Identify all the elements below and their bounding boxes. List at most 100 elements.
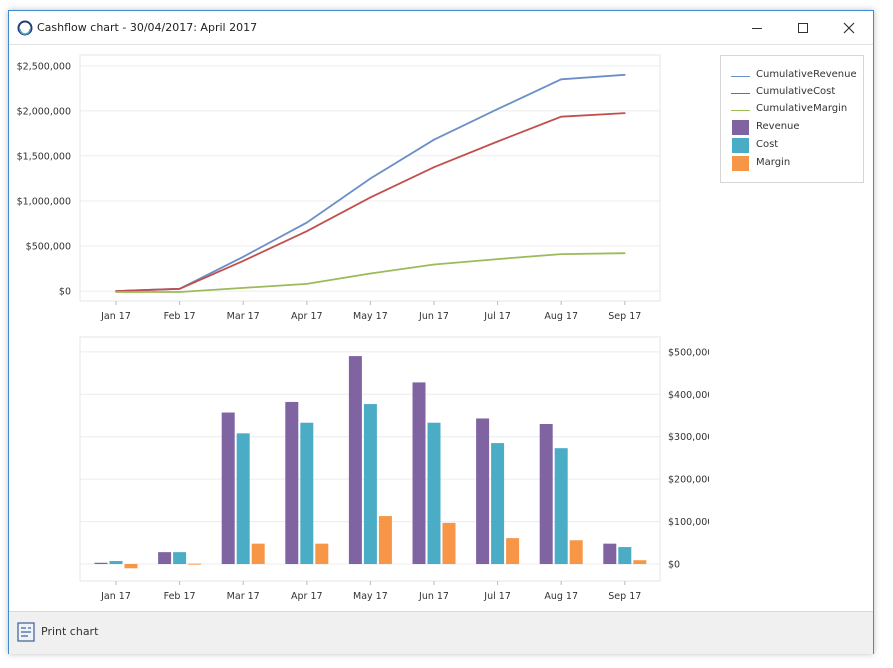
y-tick-label: $300,000 — [668, 432, 709, 443]
data-point-CumulativeRevenue — [369, 177, 372, 180]
data-point-CumulativeCost — [369, 196, 372, 199]
title-bar[interactable]: Cashflow chart - 30/04/2017: April 2017 — [9, 11, 873, 45]
chart-area: $0 $500,000 $1,000,000 $1,500,000 $2,000,000… — [9, 45, 873, 611]
data-point-CumulativeRevenue — [242, 256, 244, 258]
bar-Revenue — [603, 543, 617, 565]
legend-label: CumulativeRevenue — [756, 69, 857, 80]
bar-Revenue — [94, 562, 108, 565]
minimize-icon — [752, 28, 762, 29]
bar-Margin — [378, 516, 392, 565]
bar-Cost — [173, 552, 187, 565]
legend-item-cumulative-cost[interactable]: CumulativeCost — [731, 85, 861, 101]
chart-window: Cashflow chart - 30/04/2017: April 2017 … — [8, 10, 874, 654]
x-tick-label: Jan 17 — [100, 311, 131, 322]
status-bar: Print chart — [9, 611, 873, 654]
x-tick-label: Jul 17 — [483, 591, 511, 602]
data-point-CumulativeCost — [624, 112, 626, 114]
app-logo-icon — [17, 20, 33, 36]
y-tick-label: $1,000,000 — [17, 196, 71, 207]
data-point-CumulativeRevenue — [306, 221, 308, 224]
legend-item-cumulative-revenue[interactable]: CumulativeRevenue — [731, 68, 861, 84]
chart-legend: CumulativeRevenue CumulativeCost Cumulat… — [720, 55, 864, 183]
x-tick-label: Apr 17 — [291, 591, 323, 602]
bar-Cost — [554, 448, 568, 565]
bar-Margin — [124, 564, 138, 569]
bar-Cost — [300, 422, 314, 565]
bar-Cost — [491, 443, 505, 565]
legend-label: Cost — [756, 139, 779, 150]
x-tick-label: Sep 17 — [608, 591, 641, 602]
legend-item-revenue[interactable]: Revenue — [731, 120, 861, 136]
legend-label: CumulativeCost — [756, 86, 836, 97]
monthly-bar-chart: $0 $100,000 $200,000 $300,000 $400,000 $500,0… — [79, 336, 709, 602]
bar-Cost — [109, 561, 123, 565]
data-point-CumulativeMargin — [178, 291, 181, 293]
legend-swatch — [731, 76, 750, 77]
data-point-CumulativeCost — [433, 166, 435, 168]
minimize-button[interactable] — [735, 15, 779, 41]
data-point-CumulativeRevenue — [433, 138, 435, 141]
x-tick-label: Aug 17 — [544, 591, 578, 602]
bar-Margin — [315, 543, 329, 565]
legend-label: Revenue — [756, 121, 800, 132]
y-tick-label: $200,000 — [668, 475, 709, 486]
bar-Margin — [506, 538, 520, 565]
print-report-icon — [17, 622, 35, 642]
data-point-CumulativeMargin — [624, 252, 626, 255]
window-title: Cashflow chart - 30/04/2017: April 2017 — [37, 21, 258, 34]
legend-item-cumulative-margin[interactable]: CumulativeMargin — [731, 102, 861, 118]
x-tick-label: Mar 17 — [227, 591, 260, 602]
y-tick-label: $1,500,000 — [17, 151, 71, 162]
legend-swatch — [732, 138, 749, 153]
x-tick-label: Feb 17 — [164, 311, 196, 322]
data-point-CumulativeMargin — [306, 283, 308, 285]
bar-Revenue — [412, 382, 426, 565]
bar-Margin — [188, 563, 202, 565]
y-tick-label: $500,000 — [26, 242, 71, 253]
bar-Revenue — [221, 412, 235, 565]
print-chart-button[interactable]: Print chart — [15, 620, 135, 644]
data-point-CumulativeCost — [560, 115, 562, 118]
x-tick-label: Feb 17 — [164, 591, 196, 602]
bar-Cost — [427, 422, 441, 565]
legend-swatch — [732, 156, 749, 171]
bar-Revenue — [476, 418, 490, 565]
data-point-CumulativeCost — [242, 260, 244, 262]
x-tick-label: Mar 17 — [227, 311, 260, 322]
bar-Margin — [569, 540, 583, 565]
legend-label: Margin — [756, 157, 791, 168]
data-point-CumulativeRevenue — [560, 78, 562, 81]
x-tick-label: Sep 17 — [608, 311, 641, 322]
bar-Cost — [618, 547, 632, 565]
data-point-CumulativeMargin — [115, 291, 117, 293]
maximize-button[interactable] — [781, 15, 825, 41]
data-point-CumulativeRevenue — [496, 108, 499, 110]
bar-Revenue — [158, 552, 172, 565]
data-point-CumulativeCost — [178, 288, 181, 290]
data-point-CumulativeMargin — [433, 263, 435, 266]
close-button[interactable] — [827, 15, 871, 41]
x-tick-label: May 17 — [353, 591, 388, 602]
data-point-CumulativeCost — [496, 140, 499, 143]
x-tick-label: Jun 17 — [418, 311, 449, 322]
data-point-CumulativeMargin — [560, 253, 562, 255]
legend-label: CumulativeMargin — [756, 103, 848, 114]
x-tick-label: Apr 17 — [291, 311, 323, 322]
x-tick-label: Jan 17 — [100, 591, 131, 602]
y-tick-label: $100,000 — [668, 517, 709, 528]
bar-Revenue — [539, 423, 553, 565]
legend-swatch — [731, 110, 750, 111]
bar-Revenue — [285, 401, 299, 565]
bar-Cost — [236, 433, 250, 565]
data-point-CumulativeMargin — [242, 287, 244, 289]
data-point-CumulativeMargin — [369, 272, 372, 275]
legend-item-cost[interactable]: Cost — [731, 138, 861, 154]
cumulative-line-chart: $0 $500,000 $1,000,000 $1,500,000 $2,000,000… — [17, 54, 661, 322]
y-tick-label: $2,500,000 — [17, 61, 71, 72]
maximize-icon — [798, 23, 808, 33]
close-icon — [843, 22, 855, 34]
legend-item-margin[interactable]: Margin — [731, 156, 861, 172]
y-tick-label: $0 — [668, 560, 680, 571]
bar-Margin — [633, 560, 647, 565]
y-tick-label: $400,000 — [668, 390, 709, 401]
